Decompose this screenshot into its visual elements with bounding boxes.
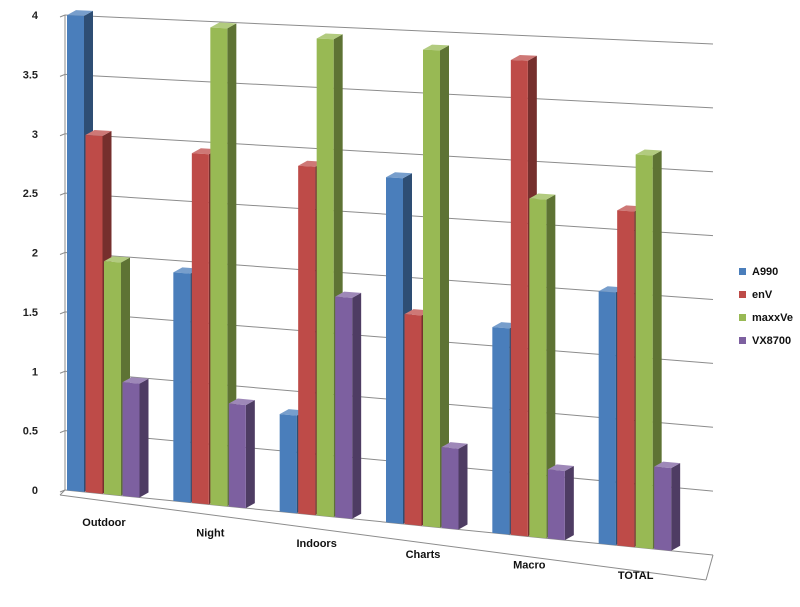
legend-label: VX8700: [752, 335, 791, 347]
x-tick-label: Charts: [406, 549, 441, 561]
legend-swatch: [739, 291, 746, 298]
y-tick-mark: [59, 370, 66, 374]
bars: [67, 10, 681, 551]
y-tick-label: 2: [32, 248, 38, 260]
y-tick-label: 0: [32, 485, 38, 497]
y-tick-label: 2.5: [23, 188, 38, 200]
legend-item-A990: A990: [739, 266, 778, 278]
x-tick-label: TOTAL: [618, 570, 654, 582]
bar-maxxVe-TOTAL: [635, 149, 662, 549]
y-tick-mark: [59, 192, 66, 196]
legend-label: maxxVe: [752, 312, 793, 324]
y-tick-label: 4: [32, 10, 39, 22]
y-tick-mark: [59, 14, 66, 18]
x-tick-label: Outdoor: [82, 517, 126, 529]
gridline: [64, 73, 714, 109]
bar-maxxVe-Charts: [423, 44, 449, 528]
x-tick-label: Macro: [513, 560, 546, 572]
y-tick-label: 3.5: [23, 69, 38, 81]
y-tick-label: 0.5: [23, 426, 38, 438]
y-tick-label: 3: [32, 129, 38, 141]
legend-item-enV: enV: [739, 289, 773, 301]
x-tick-label: Night: [196, 528, 224, 540]
gridline: [64, 14, 714, 45]
legend-label: A990: [752, 266, 778, 278]
legend-item-VX8700: VX8700: [739, 335, 791, 347]
bar-maxxVe-Macro: [529, 193, 556, 539]
legend: A990 enV maxxVe VX8700: [739, 266, 793, 347]
category-labels: Outdoor Night Indoors Charts Macro TOTAL: [82, 517, 653, 582]
y-tick-label: 1.5: [23, 307, 38, 319]
x-tick-label: Indoors: [296, 538, 336, 550]
bar-VX8700-Indoors: [335, 291, 362, 519]
bar-VX8700-Outdoor: [122, 377, 149, 498]
y-axis: 0 0.5 1 1.5 2 2.5 3 3.5 4: [23, 10, 714, 581]
y-tick-mark: [59, 252, 66, 255]
legend-swatch: [739, 314, 746, 321]
legend-swatch: [739, 268, 746, 275]
floor-front-edge: [59, 494, 707, 581]
y-tick-mark: [59, 133, 66, 137]
bar-VX8700-Macro: [547, 464, 574, 541]
y-tick-mark: [59, 311, 66, 315]
bar-maxxVe-Night: [210, 22, 237, 507]
floor-right-edge: [705, 554, 714, 581]
bar-VX8700-Charts: [441, 442, 468, 530]
floor-edge: [59, 489, 66, 496]
legend-swatch: [739, 337, 746, 344]
bar-VX8700-TOTAL: [654, 461, 681, 551]
y-tick-mark: [59, 430, 66, 434]
y-tick-mark: [59, 73, 66, 77]
gridline: [64, 133, 714, 173]
legend-label: enV: [752, 289, 773, 301]
y-tick-label: 1: [32, 366, 38, 378]
legend-item-maxxVe: maxxVe: [739, 312, 793, 324]
bar-VX8700-Night: [228, 398, 255, 509]
